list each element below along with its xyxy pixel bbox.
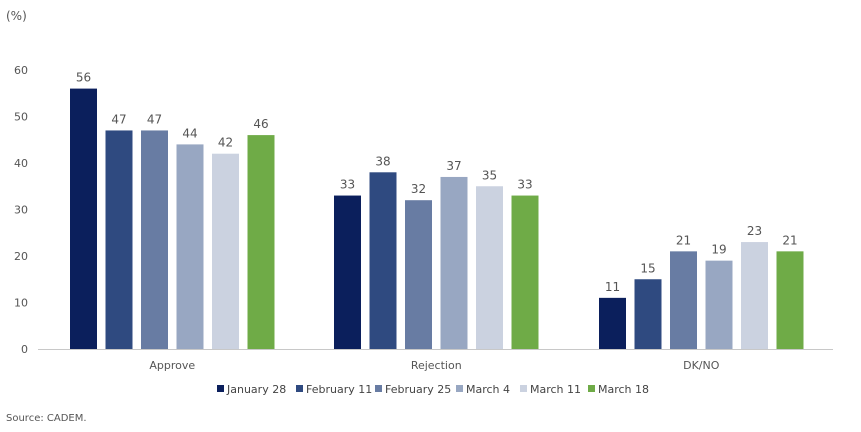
bar xyxy=(70,88,97,349)
y-tick-label: 40 xyxy=(14,157,28,170)
bar-value-label: 35 xyxy=(482,168,497,182)
legend-label: January 28 xyxy=(226,383,286,396)
legend-label: March 4 xyxy=(466,383,510,396)
legend-swatch xyxy=(520,385,527,392)
bar xyxy=(599,297,626,349)
y-tick-label: 20 xyxy=(14,250,28,263)
bar-value-label: 32 xyxy=(411,182,426,196)
bar-value-label: 23 xyxy=(747,224,762,238)
bar-value-label: 38 xyxy=(375,154,390,168)
bar-value-label: 21 xyxy=(676,233,691,247)
y-tick-label: 30 xyxy=(14,204,28,217)
bar-value-label: 11 xyxy=(605,280,620,294)
bar-value-label: 19 xyxy=(711,243,726,257)
bar xyxy=(476,186,503,349)
bar-value-label: 46 xyxy=(253,117,268,131)
legend-swatch xyxy=(217,385,224,392)
bar xyxy=(776,251,804,349)
bar xyxy=(440,176,468,349)
x-category-label: DK/NO xyxy=(683,359,720,372)
y-tick-label: 0 xyxy=(21,343,28,356)
legend-label: March 11 xyxy=(530,383,581,396)
legend-swatch xyxy=(456,385,463,392)
legend-label: February 11 xyxy=(306,383,372,396)
bar xyxy=(105,130,133,349)
y-unit-label: (%) xyxy=(6,9,27,23)
legend-label: February 25 xyxy=(385,383,451,396)
bar xyxy=(634,279,662,349)
source-note: Source: CADEM. xyxy=(6,413,87,424)
legend-swatch xyxy=(375,385,382,392)
bar-value-label: 44 xyxy=(182,126,197,140)
y-tick-label: 10 xyxy=(14,297,28,310)
x-category-label: Rejection xyxy=(411,359,462,372)
bar-value-label: 33 xyxy=(340,178,355,192)
bar xyxy=(705,260,733,349)
legend: January 28 February 11 February 25 March 4 M… xyxy=(217,383,649,396)
bar xyxy=(141,130,168,349)
bar xyxy=(511,195,539,349)
bar xyxy=(741,242,768,349)
bar-value-label: 21 xyxy=(782,233,797,247)
bar-value-label: 33 xyxy=(517,178,532,192)
bar xyxy=(334,195,361,349)
bar-value-label: 42 xyxy=(218,136,233,150)
bar xyxy=(212,153,239,349)
value-labels: 56 33 11 47 38 15 47 32 21 44 37 19 42 35 23 46 33 21 xyxy=(76,71,798,294)
bar xyxy=(247,135,275,349)
y-axis: 0 10 20 30 40 50 60 xyxy=(14,64,28,356)
y-tick-label: 60 xyxy=(14,64,28,77)
bar xyxy=(369,172,397,349)
bar-value-label: 47 xyxy=(147,112,162,126)
bar-value-label: 47 xyxy=(111,112,126,126)
bar-value-label: 37 xyxy=(446,159,461,173)
bar-value-label: 15 xyxy=(640,261,655,275)
legend-label: March 18 xyxy=(598,383,649,396)
x-category-label: Approve xyxy=(149,359,195,372)
y-tick-label: 50 xyxy=(14,111,28,124)
legend-swatch xyxy=(588,385,595,392)
bar xyxy=(670,251,697,349)
x-axis-labels: Approve Rejection DK/NO xyxy=(149,359,719,372)
bar-value-label: 56 xyxy=(76,71,91,85)
bar xyxy=(405,200,432,349)
bars xyxy=(70,88,804,349)
bar xyxy=(176,144,204,349)
legend-swatch xyxy=(296,385,303,392)
